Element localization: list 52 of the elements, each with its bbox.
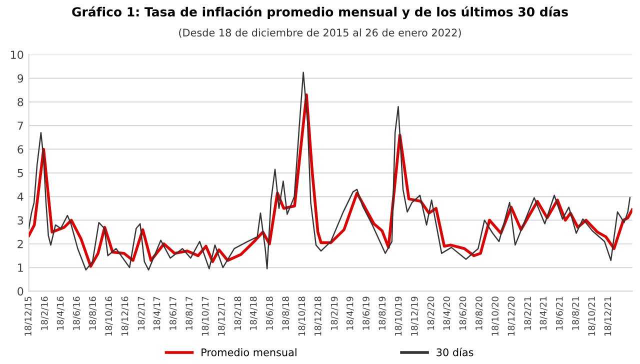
x-tick-label: 18/2/21 (524, 296, 532, 330)
y-tick-label: 9 (18, 74, 24, 83)
x-tick-label: 18/10/20 (492, 296, 500, 336)
y-tick-label: 5 (18, 169, 23, 178)
x-tick-label: 18/8/20 (476, 296, 484, 330)
x-tick-label: 18/10/19 (394, 296, 402, 336)
x-tick-label: 18/2/18 (234, 296, 242, 330)
y-tick-label: 1 (18, 264, 23, 272)
x-tick-label: 18/8/18 (282, 296, 290, 330)
x-tick-label: 18/12/18 (314, 296, 322, 336)
x-tick-label: 18/6/19 (362, 296, 370, 330)
x-tick-label: 18/6/20 (459, 296, 467, 330)
x-tick-label: 18/6/21 (556, 296, 564, 330)
x-tick-label: 18/2/17 (138, 296, 146, 330)
y-tick-label: 10 (11, 50, 24, 59)
x-tick-label: 18/8/16 (89, 296, 97, 330)
chart-subtitle: (Desde 18 de diciembre de 2015 al 26 de enero 2022) (179, 28, 461, 38)
x-tick-label: 18/12/21 (604, 296, 612, 336)
x-tick-label: 18/10/16 (105, 296, 113, 336)
x-tick-label: 18/10/18 (298, 296, 306, 336)
x-tick-label: 18/4/17 (153, 296, 161, 330)
y-tick-label: 2 (18, 240, 23, 248)
x-tick-label: 18/10/17 (202, 296, 210, 336)
x-tick-label: 18/4/19 (346, 296, 354, 330)
x-tick-label: 18/2/16 (40, 296, 49, 330)
y-tick-label: 0 (18, 287, 24, 296)
x-tick-label: 18/4/21 (540, 296, 548, 330)
x-tick-label: 18/6/18 (266, 296, 274, 330)
x-tick-label: 18/2/20 (427, 296, 435, 330)
x-tick-label: 18/12/20 (508, 296, 516, 336)
y-tick-label: 8 (18, 98, 24, 106)
x-tick-label: 18/12/17 (218, 296, 226, 336)
x-tick-label: 18/8/17 (186, 296, 194, 330)
x-tick-label: 18/10/21 (588, 296, 596, 336)
x-tick-label: 18/8/21 (572, 296, 580, 330)
x-tick-label: 18/12/16 (121, 296, 129, 336)
x-tick-label: 18/4/20 (443, 296, 451, 330)
x-tick-label: 18/8/19 (378, 296, 386, 330)
y-tick-label: 4 (17, 192, 24, 201)
legend-label: Promedio mensual (202, 348, 296, 356)
x-tick-label: 18/2/19 (330, 296, 338, 330)
x-tick-label: 18/4/16 (56, 296, 64, 330)
x-tick-label: 18/12/15 (24, 296, 32, 336)
y-tick-label: 6 (18, 145, 24, 154)
x-tick-label: 18/12/19 (410, 296, 419, 336)
x-tick-label: 18/6/17 (170, 296, 178, 330)
y-tick-label: 7 (18, 122, 23, 130)
chart-title: Gráfico 1: Tasa de inflación promedio mensual y de los últimos 30 días (72, 6, 568, 20)
legend-label: 30 días (436, 348, 474, 356)
x-tick-label: 18/4/18 (250, 296, 258, 330)
y-tick-label: 3 (18, 216, 24, 225)
x-tick-label: 18/6/16 (72, 296, 81, 330)
